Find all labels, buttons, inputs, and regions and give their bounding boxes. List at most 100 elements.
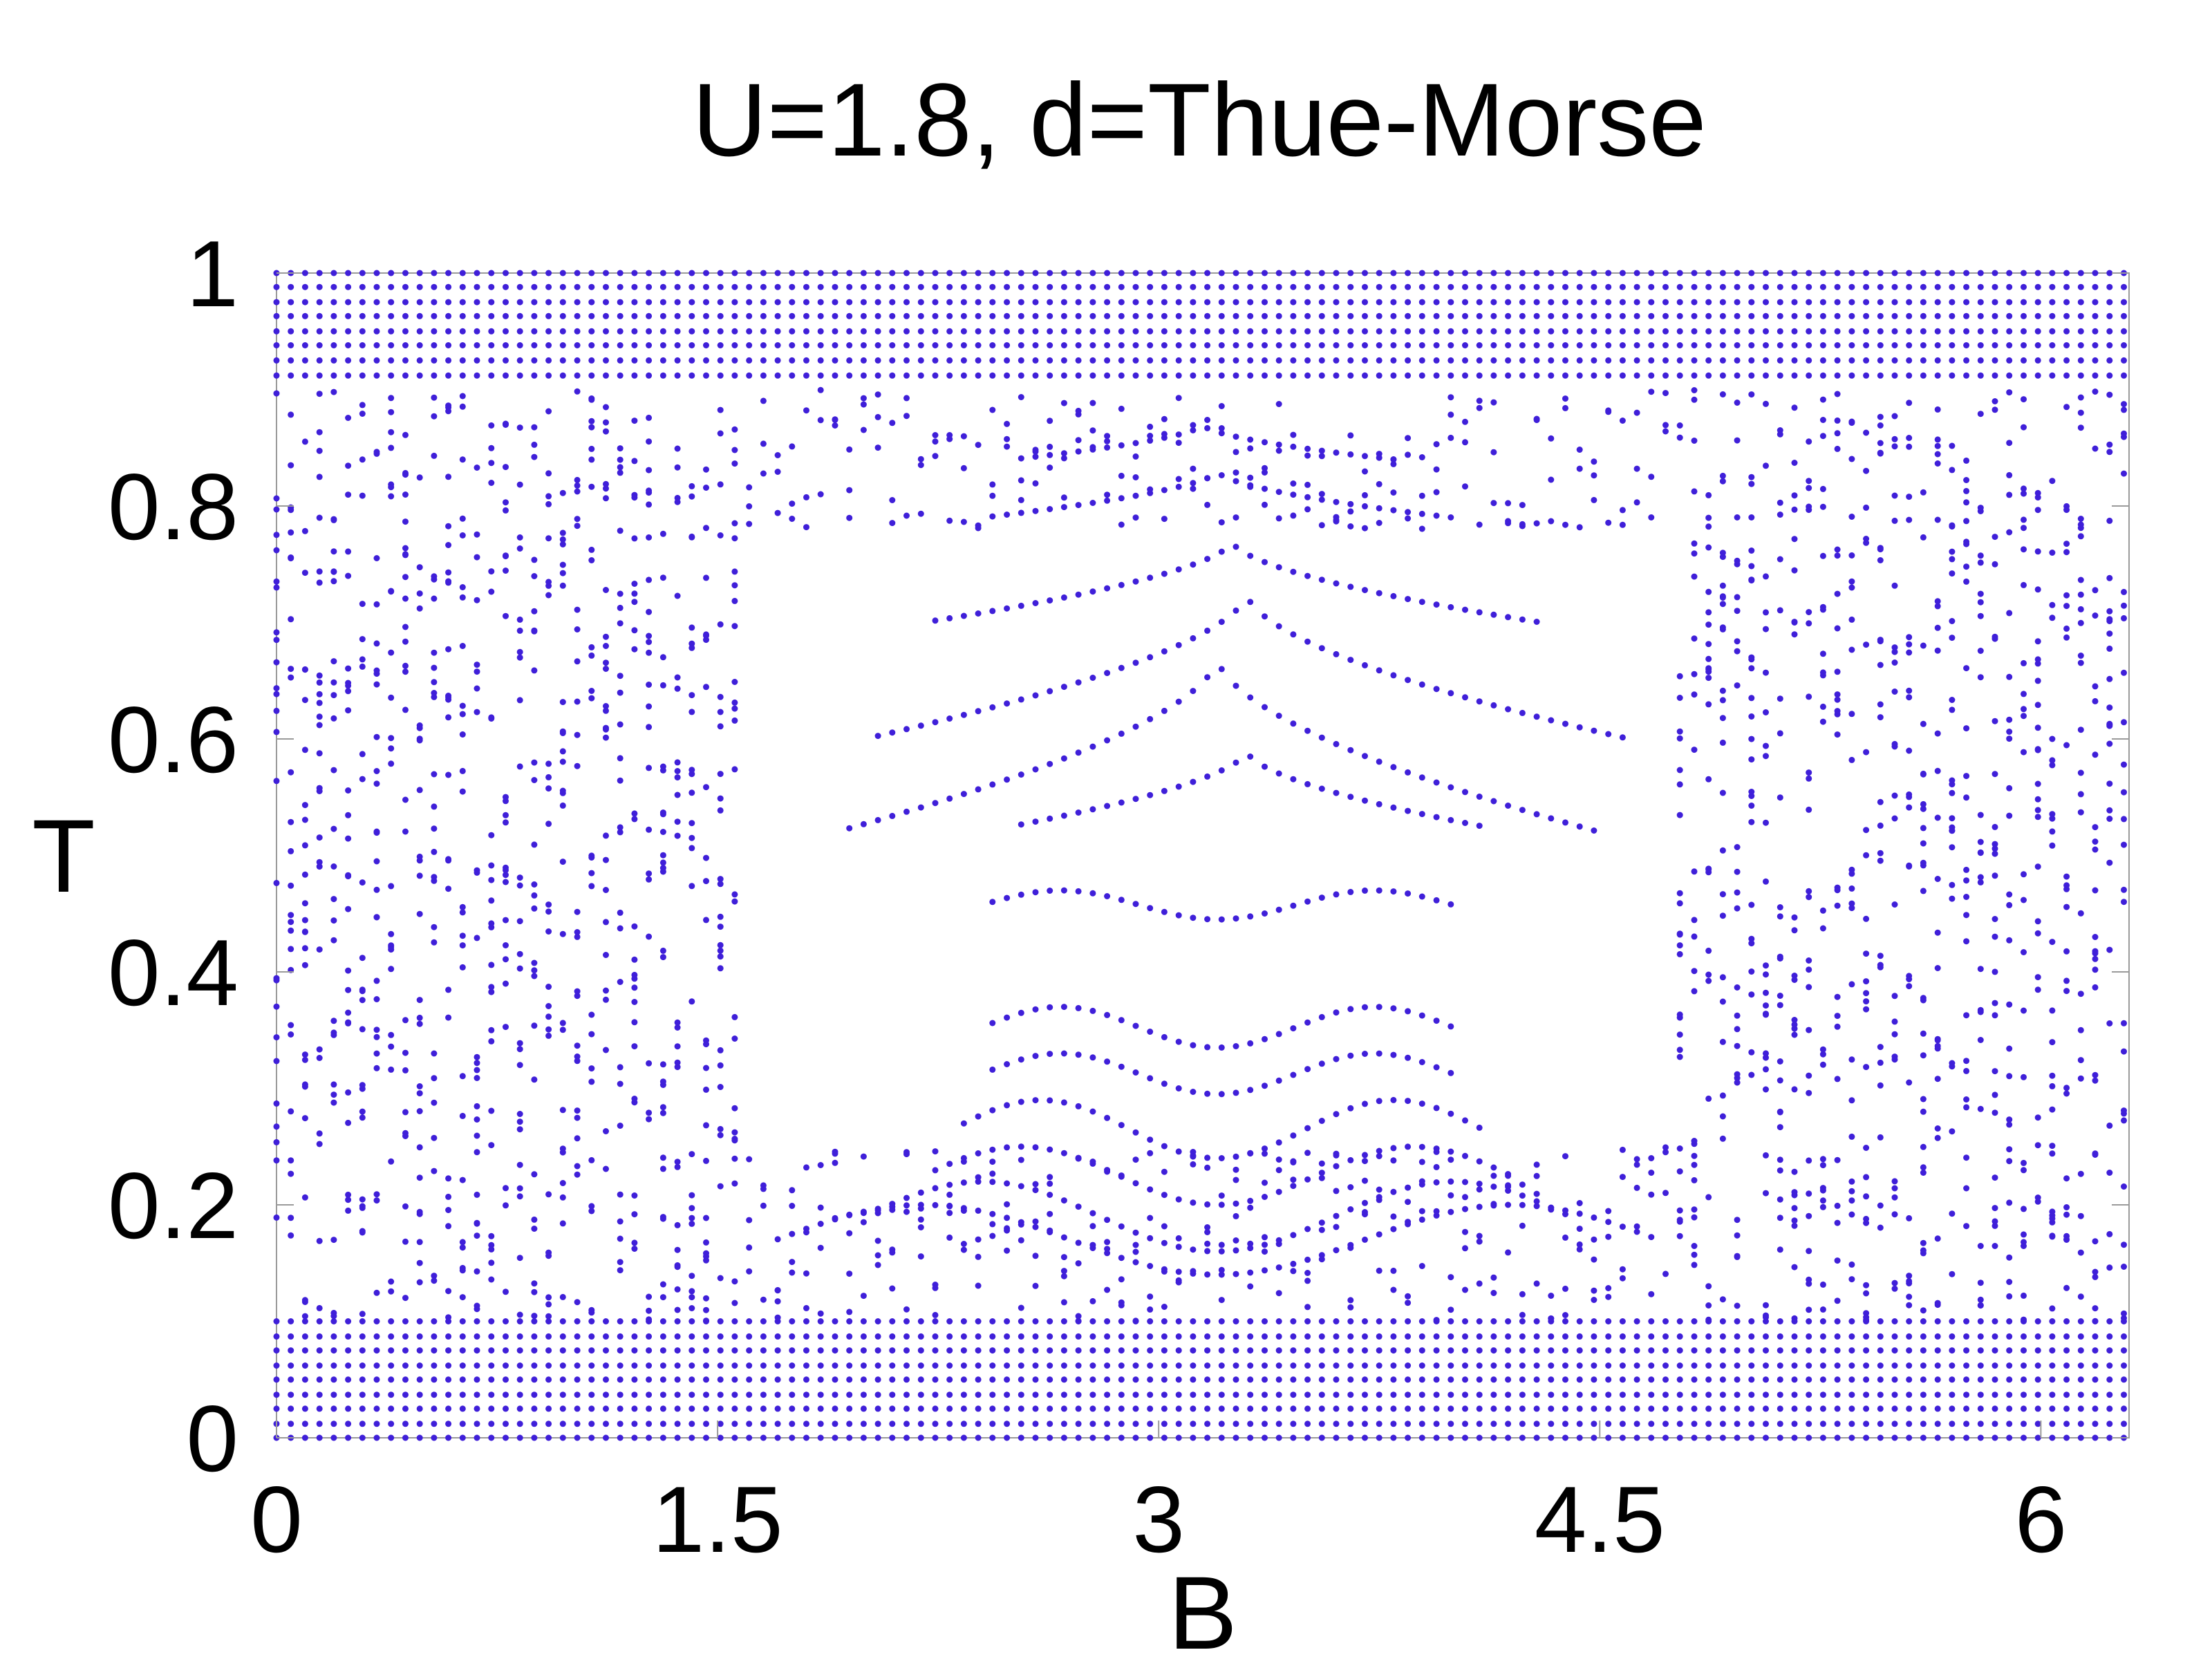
data-point [1390,1157,1397,1164]
data-point [1619,1391,1626,1398]
data-point [516,1347,523,1354]
data-point [1290,1268,1297,1275]
data-point [603,832,609,839]
data-point [330,270,337,276]
data-point [545,535,552,542]
data-point [1476,312,1483,319]
data-point [1533,619,1540,625]
data-point [932,312,939,319]
data-point [431,413,438,420]
data-point [803,407,809,414]
data-point [731,1391,738,1398]
data-point [789,342,796,348]
data-point [774,1391,781,1398]
data-point [1691,573,1698,580]
data-point [1304,1226,1311,1232]
data-point [1462,439,1468,446]
data-point [917,1405,924,1412]
data-point [846,312,853,319]
data-point [1906,1215,1913,1221]
data-point [1218,1376,1225,1383]
data-point [603,419,609,426]
data-point [1004,894,1011,901]
data-point [917,299,924,306]
data-point [674,1221,681,1228]
data-point [817,1434,824,1441]
data-point [659,954,666,961]
data-point [1132,578,1139,585]
data-point [1519,1421,1526,1427]
data-point [516,627,523,634]
data-point [617,1218,624,1225]
data-point [431,771,438,778]
data-point [1104,1168,1111,1175]
data-point [503,357,509,364]
data-point [946,1347,953,1354]
data-point [1949,618,1956,624]
data-point [1075,1103,1082,1109]
data-point [688,771,695,778]
data-point [1075,1347,1082,1354]
data-point [1891,1318,1898,1324]
data-point [1748,940,1755,947]
data-point [1190,1434,1197,1441]
data-point [846,1434,853,1441]
data-point [373,1027,380,1033]
data-point [874,1391,881,1398]
data-point [2006,1158,2013,1165]
data-point [1247,372,1254,379]
data-point [2077,1075,2084,1082]
data-point [1562,1333,1568,1340]
data-point [1089,1421,1096,1427]
data-point [1247,474,1254,481]
data-point [559,1293,566,1300]
data-point [1848,372,1855,379]
data-point [1662,283,1669,290]
data-point [1906,516,1913,523]
data-point [1418,893,1425,900]
data-point [1262,1333,1268,1340]
data-point [1060,299,1067,306]
data-point [803,1376,809,1383]
data-point [1304,283,1311,290]
data-point [1891,1018,1898,1025]
data-point [1963,342,1970,348]
data-point [1662,390,1669,397]
data-point [402,551,409,558]
data-point [2077,342,2084,348]
data-point [316,1304,323,1311]
data-point [1691,1391,1698,1398]
data-point [1934,647,1941,654]
data-point [688,1391,695,1398]
data-point [273,372,280,379]
data-point [1418,1318,1425,1324]
data-point [1376,667,1382,674]
data-point [659,1082,666,1088]
data-point [1161,1434,1168,1441]
data-point [703,878,709,885]
data-point [932,1185,939,1192]
data-point [1505,357,1512,364]
data-point [774,270,781,276]
data-point [1748,803,1755,809]
data-point [1262,1318,1268,1324]
data-point [1533,1405,1540,1412]
data-point [1376,1098,1382,1105]
data-point [445,1175,452,1182]
data-point [1705,1391,1712,1398]
data-point [717,1391,724,1398]
data-point [2092,388,2099,395]
data-point [1734,889,1741,896]
data-point [1877,1391,1884,1398]
data-point [1032,889,1039,896]
data-point [345,872,352,879]
data-point [674,498,681,505]
data-point [1633,1318,1640,1324]
data-point [874,357,881,364]
data-point [2092,299,2099,306]
data-point [2092,1434,2099,1441]
data-point [1418,357,1425,364]
data-point [1748,1318,1755,1324]
data-point [1190,1089,1197,1095]
data-point [1290,1376,1297,1383]
